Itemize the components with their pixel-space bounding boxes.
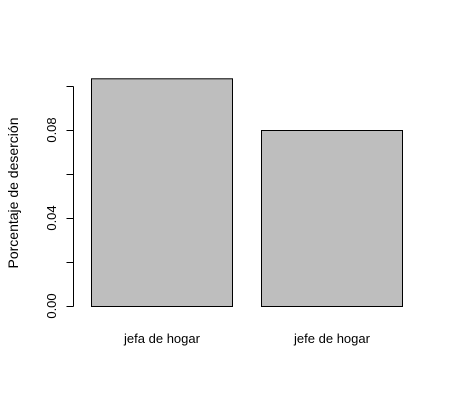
bar-jefa-de-hogar xyxy=(91,78,233,307)
x-category-label: jefa de hogar xyxy=(123,331,201,346)
x-category-label: jefe de hogar xyxy=(293,331,371,346)
x-axis-labels: jefa de hogar jefe de hogar xyxy=(123,331,371,346)
y-tick-label: 0.00 xyxy=(44,293,59,318)
y-axis-label: Porcentaje de deserción xyxy=(5,118,21,269)
bars-group xyxy=(91,78,403,307)
y-tick-label: 0.08 xyxy=(44,117,59,142)
y-axis: 0.00 0.04 0.08 xyxy=(44,86,74,319)
bar-jefe-de-hogar xyxy=(261,130,403,307)
y-tick-label: 0.04 xyxy=(44,205,59,230)
